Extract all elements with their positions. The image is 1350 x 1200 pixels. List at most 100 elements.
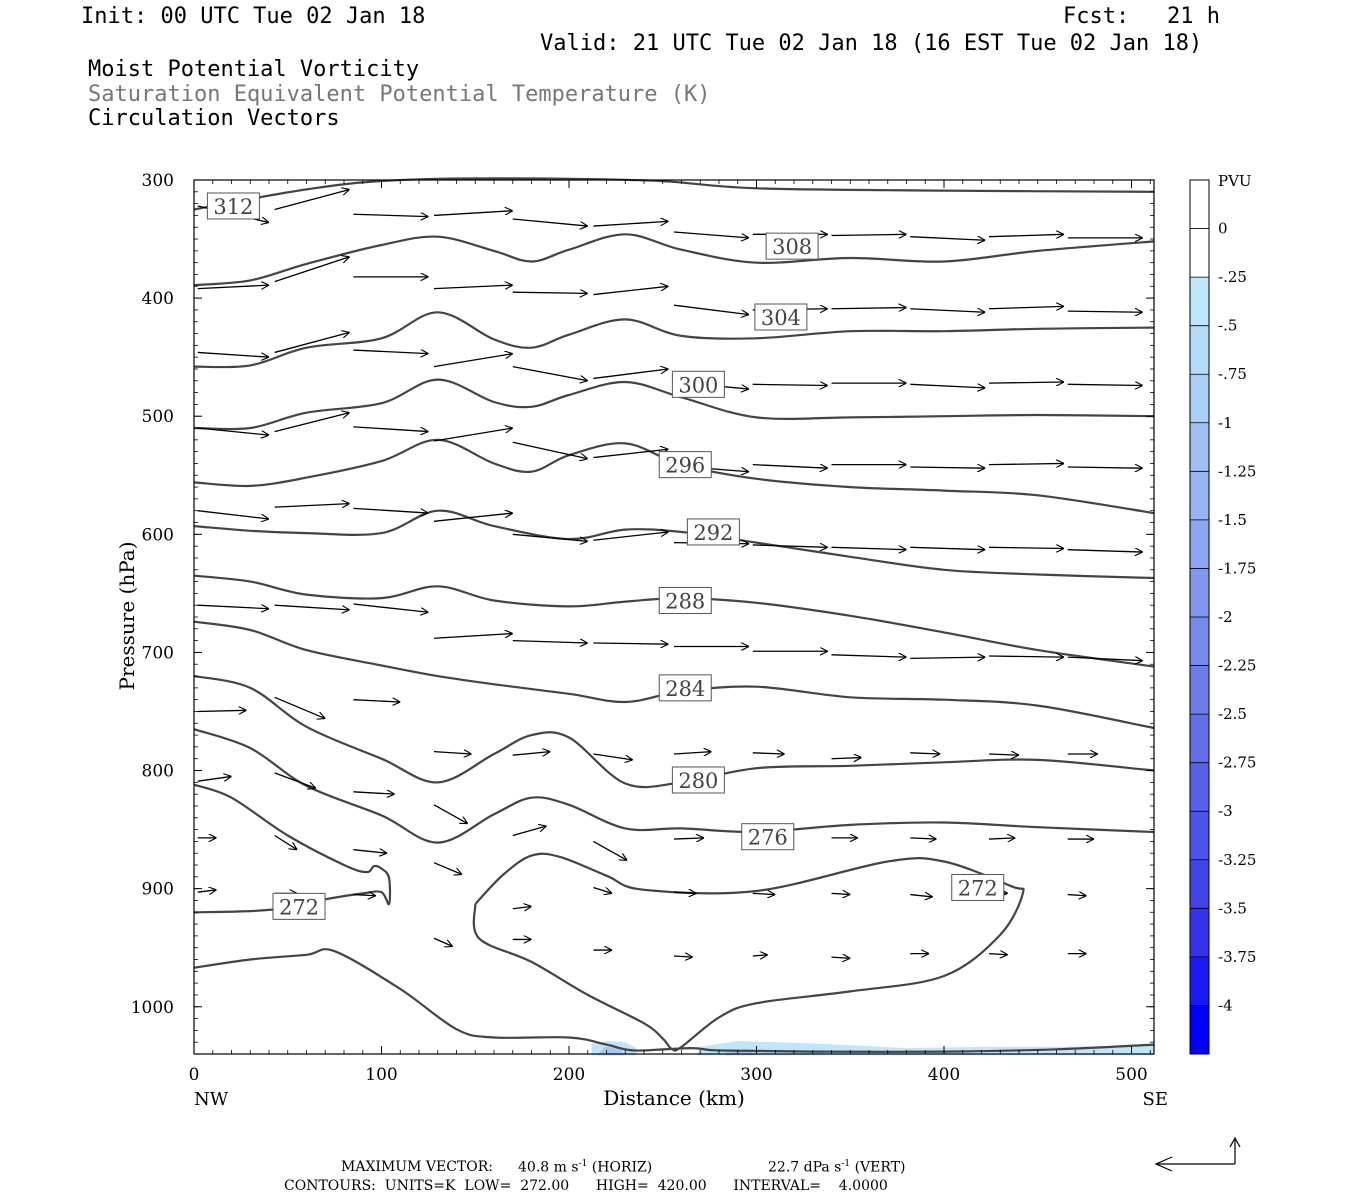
circulation-vector (353, 792, 394, 794)
circulation-vector (593, 449, 668, 459)
colorbar-label: -3.75 (1218, 948, 1256, 966)
colorbar-swatch (1190, 762, 1209, 812)
colorbar-swatch (1190, 714, 1209, 764)
circulation-vector (433, 285, 513, 289)
circulation-vector (988, 838, 1015, 839)
circulation-vector (910, 753, 940, 754)
circulation-vector (197, 285, 269, 289)
y-tick-label: 700 (142, 643, 174, 663)
contour-label: 284 (665, 677, 705, 701)
contour-line (193, 728, 1155, 844)
field-title-theta-es: Saturation Equivalent Potential Temperat… (88, 82, 711, 107)
circulation-vector (831, 655, 907, 657)
contour-label-box (686, 518, 740, 546)
y-tick-label: 900 (142, 880, 174, 900)
x-axis-title: Distance (km) (603, 1086, 745, 1110)
contour-label: 312 (213, 195, 253, 219)
circulation-vector (831, 893, 851, 894)
colorbar-swatch (1190, 325, 1209, 375)
circulation-vector (1067, 311, 1143, 312)
circulation-vector (512, 365, 588, 381)
x-tick-label: 0 (189, 1065, 200, 1085)
y-tick-label: 600 (142, 525, 174, 545)
circulation-vector (1067, 550, 1143, 552)
contour-line (193, 311, 1155, 369)
forecast-hour-value: 21 h (1167, 4, 1220, 29)
contour-label-box (951, 873, 1005, 901)
colorbar-swatch (1190, 617, 1209, 667)
circulation-vector (831, 957, 851, 958)
circulation-vector (910, 467, 985, 468)
colorbar-label: -3 (1218, 802, 1233, 820)
circulation-vector (353, 850, 387, 854)
circulation-vector (274, 332, 350, 354)
x-tick-label: 500 (1115, 1065, 1147, 1085)
colorbar-swatch (1190, 859, 1209, 909)
x-tick-label: 400 (928, 1065, 960, 1085)
contour-line (193, 509, 1155, 580)
colorbar-swatch (1190, 568, 1209, 618)
circulation-vector (673, 892, 697, 893)
colorbar-label: -2.75 (1218, 754, 1256, 772)
circulation-vector (197, 890, 217, 892)
colorbar-label: -.75 (1218, 365, 1247, 383)
contour-label: 288 (665, 589, 705, 613)
circulation-vector (197, 427, 269, 435)
contour-label: 280 (678, 769, 718, 793)
contour-label-box (658, 586, 712, 614)
colorbar-label: -1.75 (1218, 559, 1256, 577)
x-end-label-right: SE (1143, 1089, 1168, 1110)
contour-line (193, 378, 1155, 431)
plot-axes: 300 400 500 600 700 800 900 1000 0 100 200 300 400 50… (131, 171, 1155, 1085)
circulation-vector (673, 304, 749, 314)
colorbar-label: -3.5 (1218, 899, 1247, 917)
x-tick-label: 200 (553, 1065, 585, 1085)
circulation-vector (988, 306, 1064, 308)
circulation-vector (988, 234, 1064, 236)
circulation-vector (593, 643, 668, 644)
circulation-vector (910, 547, 985, 549)
colorbar-swatch (1190, 956, 1209, 1006)
colorbar-swatch (1190, 519, 1209, 569)
y-tick-label: 500 (142, 407, 174, 427)
forecast-hour-label: Fcst: (1063, 4, 1130, 29)
contour-label: 276 (748, 826, 788, 850)
y-tick-label: 800 (142, 762, 174, 782)
theta-es-contours (193, 177, 1155, 1053)
circulation-vector (433, 862, 462, 875)
circulation-vector (593, 886, 612, 893)
colorbar-swatch (1190, 422, 1209, 472)
contour-label-box (671, 370, 725, 398)
circulation-vector (910, 309, 985, 313)
field-title-mpv: Moist Potential Vorticity (88, 57, 420, 82)
contour-label-box (741, 823, 795, 851)
circulation-vector (353, 426, 428, 432)
circulation-vector (274, 504, 350, 508)
colorbar-label: 0 (1218, 220, 1228, 238)
circulation-vector (752, 545, 828, 547)
colorbar-label: -2.5 (1218, 705, 1247, 723)
circulation-vector (831, 234, 907, 235)
contour-label: 296 (665, 454, 705, 478)
circulation-vector (274, 696, 326, 718)
circulation-vector (988, 463, 1064, 464)
circulation-vector (910, 384, 985, 388)
circulation-vector (673, 752, 712, 754)
circulation-vector (197, 605, 269, 609)
circulation-vector (274, 189, 350, 211)
colorbar-label: -.25 (1218, 268, 1247, 286)
circulation-vector (988, 754, 1019, 755)
colorbar-label: -2.25 (1218, 657, 1256, 675)
contour-label-box (765, 232, 819, 260)
circulation-vector (433, 804, 468, 824)
circulation-vector (433, 634, 513, 639)
contour-info: CONTOURS: UNITS=K LOW= 272.00 HIGH= 420.… (284, 1178, 888, 1194)
contour-line (193, 675, 1155, 789)
circulation-vector (910, 895, 933, 897)
colorbar-label: -.5 (1218, 317, 1237, 335)
colorbar-swatch (1190, 277, 1209, 327)
circulation-vector (353, 700, 400, 702)
colorbar-label: -1 (1218, 414, 1233, 432)
circulation-vector (274, 604, 350, 610)
circulation-vector (274, 834, 298, 850)
